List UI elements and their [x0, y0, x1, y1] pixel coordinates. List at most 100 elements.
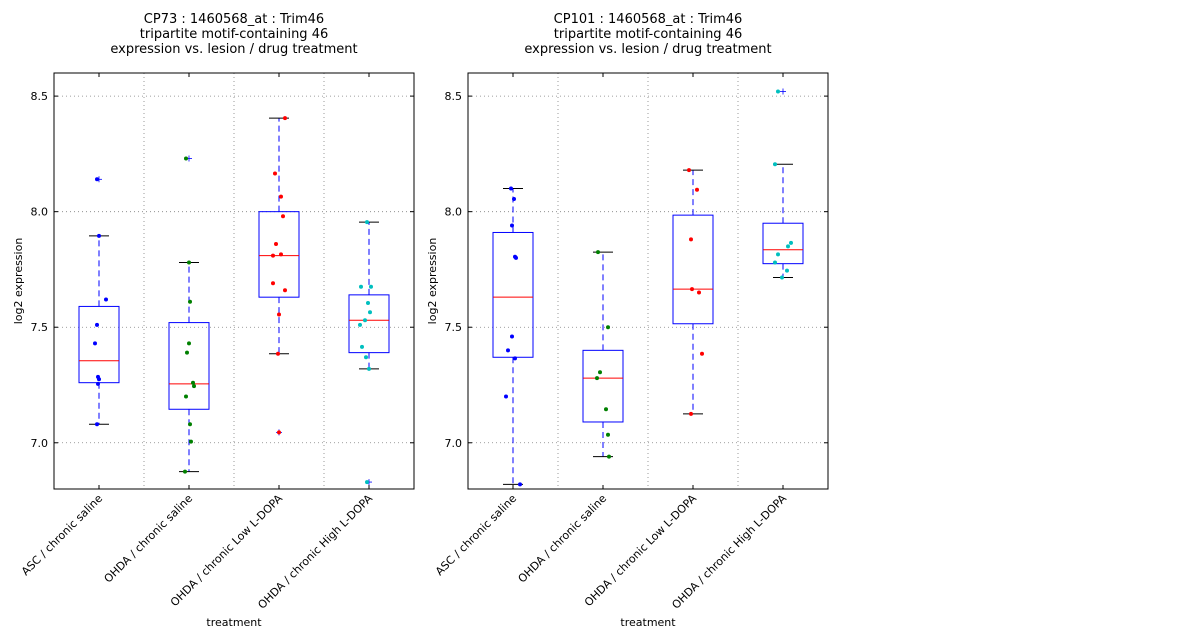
- data-point: [104, 297, 108, 302]
- chart-title-line: CP73 : 1460568_at : Trim46: [144, 12, 324, 27]
- box-iqr: [78, 305, 120, 384]
- data-point: [695, 187, 699, 192]
- box-iqr: [672, 214, 714, 325]
- data-point: [596, 250, 600, 255]
- data-point: [606, 432, 610, 437]
- y-tick-label: 8.0: [31, 206, 49, 219]
- data-point: [509, 186, 513, 191]
- data-point: [366, 300, 370, 305]
- data-point: [364, 355, 368, 360]
- data-point: [607, 454, 611, 459]
- data-point: [510, 223, 514, 228]
- data-point: [785, 268, 789, 273]
- data-point: [506, 348, 510, 353]
- data-point: [277, 312, 281, 317]
- data-point: [97, 233, 101, 238]
- data-point: [606, 325, 610, 330]
- box-iqr: [582, 349, 624, 423]
- x-tick-label: OHDA / chronic saline: [102, 492, 196, 586]
- chart-title-line: expression vs. lesion / drug treatment: [524, 42, 771, 57]
- data-point: [271, 253, 275, 258]
- data-point: [183, 469, 187, 474]
- data-point: [97, 377, 101, 382]
- x-axis-label: treatment: [620, 616, 676, 629]
- box-iqr: [762, 222, 804, 265]
- data-point: [776, 252, 780, 257]
- data-point: [187, 260, 191, 265]
- chart-title-line: expression vs. lesion / drug treatment: [110, 42, 357, 57]
- data-point: [697, 290, 701, 295]
- boxplot-group: [672, 168, 714, 416]
- data-point: [271, 281, 275, 286]
- data-point: [274, 242, 278, 247]
- data-point: [365, 480, 369, 485]
- axes-frame: [53, 72, 415, 490]
- data-point: [358, 322, 362, 327]
- data-point: [368, 310, 372, 315]
- data-point: [95, 322, 99, 327]
- data-point: [513, 356, 517, 361]
- data-point: [184, 156, 188, 161]
- y-tick-label: 7.0: [445, 437, 463, 450]
- data-point: [773, 260, 777, 265]
- data-point: [277, 430, 281, 435]
- boxplot-group: [78, 176, 120, 427]
- data-point: [510, 334, 514, 339]
- box-iqr: [258, 211, 300, 298]
- data-point: [279, 252, 283, 257]
- x-axis-label: treatment: [206, 616, 262, 629]
- y-axis-label: log2 expression: [426, 238, 439, 325]
- chart-title-line: tripartite motif-containing 46: [140, 27, 328, 42]
- data-point: [279, 194, 283, 199]
- data-point: [359, 284, 363, 289]
- data-point: [690, 287, 694, 292]
- data-point: [604, 407, 608, 412]
- y-tick-label: 7.5: [445, 321, 463, 334]
- data-point: [595, 376, 599, 381]
- data-point: [504, 394, 508, 399]
- data-point: [188, 422, 192, 427]
- data-point: [687, 168, 691, 173]
- y-tick-label: 8.5: [31, 90, 49, 103]
- axes-frame: [467, 72, 829, 490]
- data-point: [367, 366, 371, 371]
- y-tick-label: 8.0: [445, 206, 463, 219]
- data-point: [369, 284, 373, 289]
- x-tick-label: OHDA / chronic saline: [516, 492, 610, 586]
- boxplot-group: [492, 186, 534, 487]
- chart-title-line: CP101 : 1460568_at : Trim46: [554, 12, 743, 27]
- x-tick-label: ASC / chronic saline: [433, 492, 519, 578]
- boxplot-group: [582, 250, 624, 459]
- data-point: [689, 411, 693, 416]
- x-tick-label: ASC / chronic saline: [19, 492, 105, 578]
- data-point: [283, 288, 287, 293]
- data-point: [95, 177, 99, 182]
- data-point: [598, 370, 602, 375]
- data-point: [189, 439, 193, 444]
- data-point: [776, 89, 780, 94]
- data-point: [192, 384, 196, 389]
- y-tick-label: 7.0: [31, 437, 49, 450]
- data-point: [191, 380, 195, 385]
- boxplot-group: [258, 116, 300, 436]
- data-point: [283, 116, 287, 121]
- data-point: [187, 341, 191, 346]
- box-iqr: [492, 231, 534, 358]
- data-point: [276, 351, 280, 356]
- y-axis-label: log2 expression: [12, 238, 25, 325]
- data-point: [273, 171, 277, 176]
- data-point: [689, 237, 693, 242]
- box-iqr: [348, 294, 390, 354]
- data-point: [780, 275, 784, 280]
- data-point: [360, 344, 364, 349]
- data-point: [96, 381, 100, 386]
- data-point: [786, 244, 790, 249]
- boxplot-group: [168, 155, 210, 474]
- data-point: [95, 422, 99, 427]
- data-point: [518, 482, 522, 487]
- data-point: [514, 255, 518, 260]
- y-tick-label: 7.5: [31, 321, 49, 334]
